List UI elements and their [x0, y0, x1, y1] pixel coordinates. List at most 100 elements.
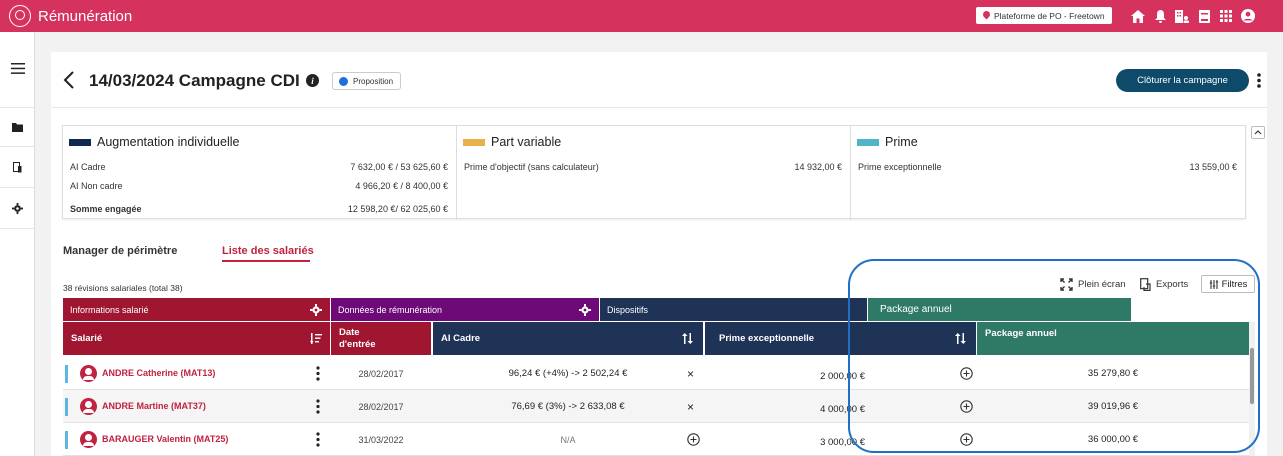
- summary-row-label: Prime exceptionnelle: [858, 162, 942, 172]
- summary-row: AI Non cadre 4 966,20 € / 8 400,00 €: [70, 181, 448, 191]
- status-dot-icon: [339, 77, 348, 86]
- row-status-bar: [65, 398, 68, 416]
- add-ai-icon[interactable]: [687, 423, 703, 456]
- row-more-icon[interactable]: [316, 366, 320, 381]
- summary-row-label: AI Cadre: [70, 162, 106, 172]
- filters-button[interactable]: Filtres: [1201, 275, 1255, 293]
- fullscreen-icon: [1060, 278, 1073, 291]
- fullscreen-button[interactable]: Plein écran: [1060, 278, 1126, 291]
- close-campaign-button[interactable]: Clôturer la campagne: [1116, 69, 1249, 92]
- remove-ai-icon[interactable]: ×: [687, 366, 695, 381]
- ai-cadre-value: 76,69 € (3%) -> 2 633,08 €: [511, 401, 625, 412]
- prime-value[interactable]: 4 000,00 €: [820, 404, 865, 415]
- column-entry-date-label: Date: [339, 326, 360, 338]
- avatar: [80, 431, 97, 448]
- package-value: 35 279,80 €: [1087, 368, 1139, 379]
- group-package-label: Package annuel: [880, 304, 952, 315]
- column-ai-cadre[interactable]: AI Cadre: [433, 322, 703, 355]
- account-icon[interactable]: [1237, 6, 1259, 26]
- revisions-count: 38 révisions salariales (total 38): [63, 283, 183, 293]
- location-pin-icon: [981, 9, 992, 20]
- package-value: 36 000,00 €: [1087, 434, 1139, 445]
- tab-employees[interactable]: Liste des salariés: [222, 245, 314, 257]
- add-prime-icon[interactable]: [960, 423, 974, 456]
- table-row[interactable]: ANDRE Martine (MAT37) 28/02/2017 76,69 €…: [63, 390, 1249, 423]
- menu-icon[interactable]: [0, 48, 35, 88]
- column-prime[interactable]: Prime exceptionnelle: [705, 322, 976, 355]
- gear-icon[interactable]: [0, 189, 35, 229]
- sort-icon[interactable]: [310, 333, 322, 344]
- more-options-icon[interactable]: [1256, 72, 1262, 89]
- add-prime-icon[interactable]: [960, 357, 974, 390]
- column-package[interactable]: Package annuel: [977, 322, 1250, 355]
- book-icon[interactable]: [1193, 6, 1215, 26]
- row-status-bar: [65, 431, 68, 449]
- summary-row: Prime exceptionnelle 13 559,00 €: [858, 162, 1237, 172]
- table-scrollbar-thumb[interactable]: [1250, 348, 1254, 404]
- prime-value[interactable]: 3 000,00 €: [820, 437, 865, 448]
- ai-cadre-value: N/A: [560, 434, 576, 445]
- column-entry-date[interactable]: Date d'entrée: [331, 322, 431, 355]
- summary-variable: Part variable Prime d'objectif (sans cal…: [457, 126, 851, 220]
- document-icon[interactable]: [0, 148, 35, 188]
- top-app-bar: Rémunération Plateforme de PO - Freetown: [0, 0, 1283, 32]
- back-chevron-icon[interactable]: [62, 70, 76, 90]
- summary-row-value: 12 598,20 €/ 62 025,60 €: [347, 204, 448, 214]
- tab-manager[interactable]: Manager de périmètre: [63, 245, 178, 257]
- status-label: Proposition: [353, 76, 394, 86]
- summary-individual-title: Augmentation individuelle: [97, 135, 240, 149]
- gear-icon[interactable]: [579, 304, 591, 316]
- summary-row-value: 4 966,20 € / 8 400,00 €: [355, 181, 448, 191]
- collapse-summary-button[interactable]: [1251, 126, 1265, 139]
- column-ai-cadre-label: AI Cadre: [441, 333, 481, 344]
- folder-icon[interactable]: [0, 107, 35, 147]
- individual-swatch: [69, 138, 91, 146]
- sort-arrows-icon[interactable]: [682, 333, 693, 344]
- app-logo-icon: [9, 5, 31, 27]
- add-prime-icon[interactable]: [960, 390, 974, 423]
- summary-row-total: Somme engagée 12 598,20 €/ 62 025,60 €: [70, 204, 448, 214]
- summary-row: AI Cadre 7 632,00 € / 53 625,60 €: [70, 162, 448, 172]
- summary-row-value: 13 559,00 €: [1189, 162, 1237, 172]
- platform-selector[interactable]: Plateforme de PO - Freetown: [976, 7, 1112, 24]
- table-row[interactable]: BARAUGER Valentin (MAT25) 31/03/2022 N/A…: [63, 423, 1249, 456]
- column-employee[interactable]: Salarié: [63, 322, 330, 355]
- left-nav-rail: [0, 32, 35, 456]
- fullscreen-label: Plein écran: [1078, 279, 1126, 290]
- app-title: Rémunération: [38, 7, 133, 25]
- column-package-label: Package annuel: [985, 328, 1057, 339]
- filters-label: Filtres: [1221, 278, 1248, 290]
- remove-ai-icon[interactable]: ×: [687, 399, 695, 414]
- row-more-icon[interactable]: [316, 399, 320, 414]
- row-more-icon[interactable]: [316, 432, 320, 447]
- gear-icon[interactable]: [310, 304, 322, 316]
- summary-prime: Prime Prime exceptionnelle 13 559,00 €: [851, 126, 1245, 220]
- summary-variable-title: Part variable: [491, 135, 562, 149]
- platform-label: Plateforme de PO - Freetown: [994, 10, 1105, 21]
- column-prime-label: Prime exceptionnelle: [719, 333, 815, 344]
- summary-individual: Augmentation individuelle AI Cadre 7 632,…: [63, 126, 457, 220]
- table-row[interactable]: ANDRE Catherine (MAT13) 28/02/2017 96,24…: [63, 357, 1249, 390]
- main-panel: 14/03/2024 Campagne CDI i Proposition Cl…: [51, 52, 1267, 456]
- employee-name[interactable]: ANDRE Martine (MAT37): [102, 401, 206, 411]
- summary-prime-title: Prime: [885, 135, 918, 149]
- filter-sliders-icon: [1209, 279, 1218, 289]
- group-dispositifs: Dispositifs: [600, 298, 867, 321]
- grid-apps-icon[interactable]: [1215, 6, 1237, 26]
- prime-value[interactable]: 2 000,00 €: [820, 371, 865, 382]
- group-package: Package annuel: [868, 298, 1131, 321]
- sort-arrows-icon[interactable]: [955, 333, 966, 344]
- info-icon[interactable]: i: [306, 74, 319, 87]
- summary-row-value: 14 932,00 €: [794, 162, 842, 172]
- page-header: 14/03/2024 Campagne CDI i Proposition Cl…: [51, 52, 1267, 108]
- exports-button[interactable]: Exports: [1140, 278, 1188, 291]
- summary-row-value: 7 632,00 € / 53 625,60 €: [350, 162, 448, 172]
- bell-icon[interactable]: [1149, 6, 1171, 26]
- employee-name[interactable]: BARAUGER Valentin (MAT25): [102, 434, 229, 444]
- group-info: Informations salarié: [63, 298, 330, 321]
- column-entry-date-label: d'entrée: [339, 338, 376, 350]
- home-icon[interactable]: [1127, 6, 1149, 26]
- building-user-icon[interactable]: [1171, 6, 1193, 26]
- entry-date: 28/02/2017: [358, 401, 404, 412]
- employee-name[interactable]: ANDRE Catherine (MAT13): [102, 368, 216, 378]
